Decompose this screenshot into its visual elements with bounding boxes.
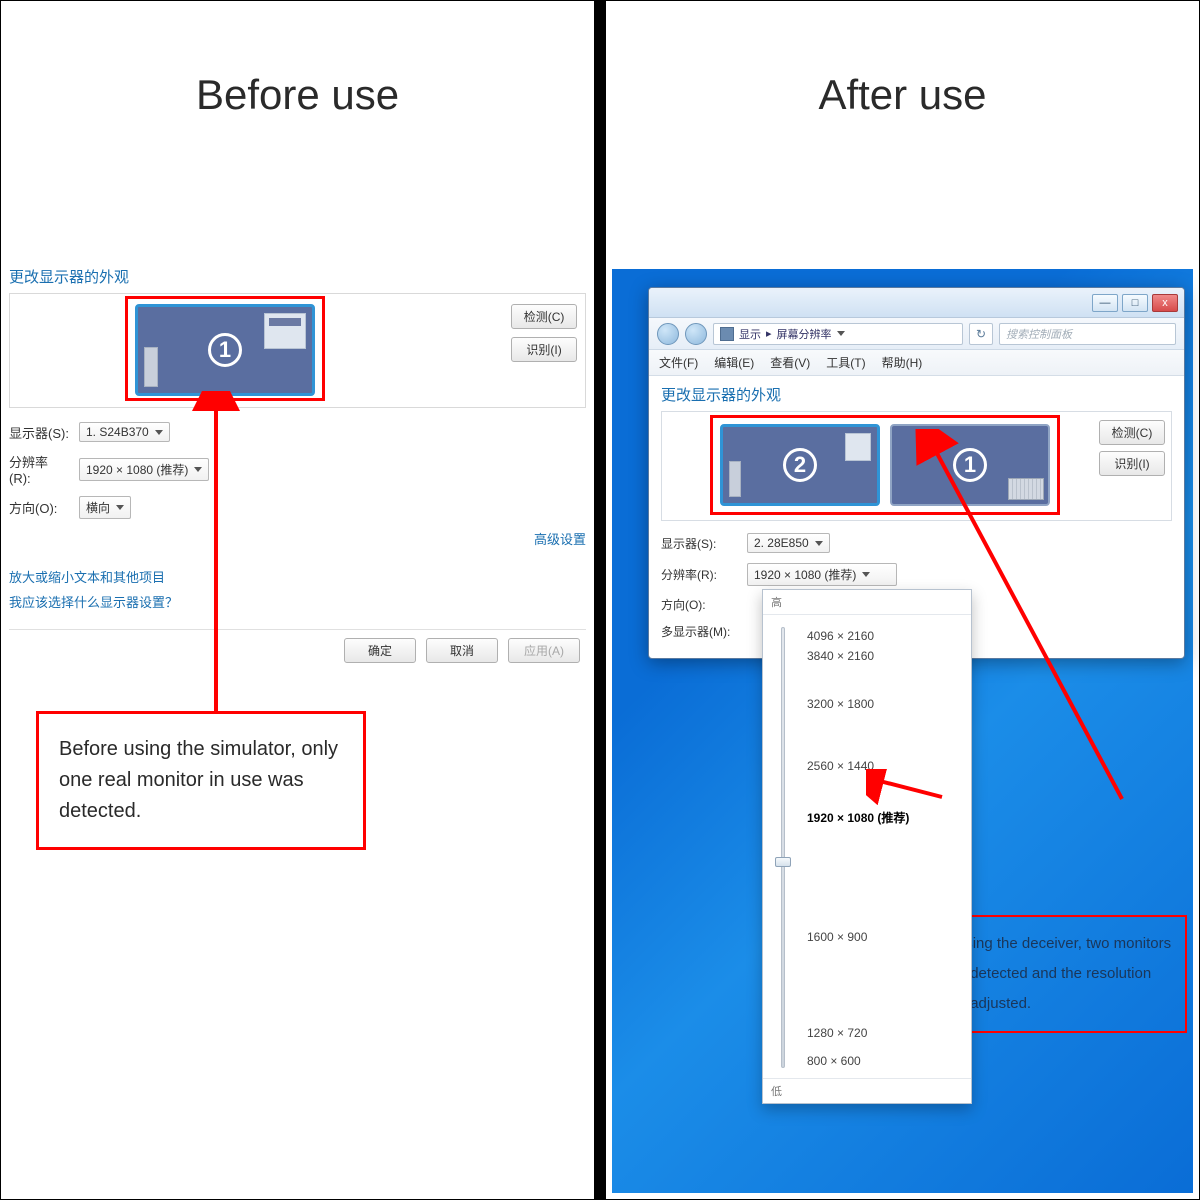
extra-links: 放大或缩小文本和其他项目 我应该选择什么显示器设置？ — [9, 566, 586, 615]
res-option-selected[interactable]: 1920 × 1080 (推荐) — [807, 807, 963, 828]
res-option[interactable]: 1600 × 900 — [807, 928, 963, 946]
before-monitor-preview: 1 检测(C) 识别(I) — [9, 293, 586, 408]
after-section-title: 更改显示器的外观 — [661, 384, 1172, 405]
row-resolution-2: 分辨率(R): 1920 × 1080 (推荐) — [661, 563, 1172, 586]
chevron-down-icon — [194, 467, 202, 472]
res-option[interactable]: 3200 × 1800 — [807, 695, 963, 713]
detect-button[interactable]: 检测(C) — [511, 304, 577, 329]
nav-forward-button[interactable] — [685, 323, 707, 345]
resolution-options: 4096 × 2160 3840 × 2160 3200 × 1800 2560… — [807, 621, 963, 1074]
select-resolution[interactable]: 1920 × 1080 (推荐) — [79, 458, 209, 481]
row-display-2: 显示器(S): 2. 28E850 — [661, 533, 1172, 553]
after-side-buttons: 检测(C) 识别(I) — [1099, 420, 1165, 476]
dropdown-footer: 低 — [763, 1078, 971, 1103]
comparison-split: Before use 更改显示器的外观 1 检测(C) 识别(I) — [0, 0, 1200, 1200]
select-orientation[interactable]: 横向 — [79, 496, 131, 519]
cancel-button[interactable]: 取消 — [426, 638, 498, 663]
select-resolution-2[interactable]: 1920 × 1080 (推荐) — [747, 563, 897, 586]
search-input[interactable]: 搜索控制面板 — [999, 323, 1176, 345]
res-option[interactable]: 800 × 600 — [807, 1052, 963, 1070]
chevron-down-icon — [815, 541, 823, 546]
after-desktop: — □ x 显示 ▸ 屏幕分辨率 ↻ 搜索控制面板 — [612, 269, 1193, 1193]
res-option[interactable]: 4096 × 2160 — [807, 627, 963, 645]
after-monitor-preview: 2 1 检测(C) 识别(I) — [661, 411, 1172, 521]
select-resolution-2-value: 1920 × 1080 (推荐) — [754, 566, 856, 583]
row-orientation: 方向(O): 横向 — [9, 496, 586, 519]
window-titlebar: — □ x — [649, 288, 1184, 318]
before-bottom-buttons: 确定 取消 应用(A) — [9, 629, 586, 663]
highlight-before — [125, 296, 325, 401]
window-nav: 显示 ▸ 屏幕分辨率 ↻ 搜索控制面板 — [649, 318, 1184, 350]
monitor-area: 1 — [10, 294, 585, 407]
label-orientation-2: 方向(O): — [661, 596, 733, 613]
link-text-scale[interactable]: 放大或缩小文本和其他项目 — [9, 566, 586, 591]
chevron-down-icon — [116, 505, 124, 510]
nav-back-button[interactable] — [657, 323, 679, 345]
apply-button[interactable]: 应用(A) — [508, 638, 580, 663]
dropdown-body: 4096 × 2160 3840 × 2160 3200 × 1800 2560… — [763, 615, 971, 1078]
label-resolution: 分辨率(R): — [9, 452, 69, 486]
refresh-button[interactable]: ↻ — [969, 323, 993, 345]
before-section-title: 更改显示器的外观 — [9, 266, 586, 287]
identify-button[interactable]: 识别(I) — [511, 337, 577, 362]
row-resolution: 分辨率(R): 1920 × 1080 (推荐) — [9, 452, 586, 486]
select-orientation-value: 横向 — [86, 499, 110, 516]
resolution-slider[interactable] — [771, 621, 795, 1074]
select-display-2-value: 2. 28E850 — [754, 536, 809, 550]
breadcrumb-sep: ▸ — [766, 327, 772, 340]
detect-button-2[interactable]: 检测(C) — [1099, 420, 1165, 445]
select-display[interactable]: 1. S24B370 — [79, 422, 170, 442]
select-display-2[interactable]: 2. 28E850 — [747, 533, 830, 553]
select-resolution-value: 1920 × 1080 (推荐) — [86, 461, 188, 478]
chevron-down-icon — [837, 331, 845, 336]
dropdown-header: 高 — [763, 590, 971, 615]
advanced-settings-link[interactable]: 高级设置 — [9, 529, 586, 548]
menu-view[interactable]: 查看(V) — [770, 354, 810, 371]
chevron-down-icon — [155, 430, 163, 435]
menu-edit[interactable]: 编辑(E) — [714, 354, 754, 371]
before-settings: 更改显示器的外观 1 检测(C) 识别(I) 显示器(S): — [9, 266, 586, 663]
menu-file[interactable]: 文件(F) — [659, 354, 698, 371]
select-display-value: 1. S24B370 — [86, 425, 149, 439]
label-orientation: 方向(O): — [9, 498, 69, 517]
before-form: 显示器(S): 1. S24B370 分辨率(R): 1920 × 1080 (… — [9, 422, 586, 548]
ok-button[interactable]: 确定 — [344, 638, 416, 663]
before-side-buttons: 检测(C) 识别(I) — [511, 304, 577, 362]
slider-track — [781, 627, 785, 1068]
before-panel: Before use 更改显示器的外观 1 检测(C) 识别(I) — [0, 0, 595, 1200]
maximize-button[interactable]: □ — [1122, 294, 1148, 312]
menu-tools[interactable]: 工具(T) — [826, 354, 865, 371]
breadcrumb-node-2: 屏幕分辨率 — [777, 326, 832, 342]
row-display: 显示器(S): 1. S24B370 — [9, 422, 586, 442]
resolution-dropdown[interactable]: 高 4096 × 2160 3840 × 2160 3200 × 1800 25… — [762, 589, 972, 1104]
callout-before: Before using the simulator, only one rea… — [36, 711, 366, 850]
breadcrumb[interactable]: 显示 ▸ 屏幕分辨率 — [713, 323, 963, 345]
label-display-2: 显示器(S): — [661, 535, 733, 552]
link-which-settings[interactable]: 我应该选择什么显示器设置？ — [9, 591, 586, 616]
highlight-after — [710, 415, 1060, 515]
breadcrumb-node-1: 显示 — [739, 326, 761, 342]
res-option[interactable]: 3840 × 2160 — [807, 647, 963, 665]
label-display: 显示器(S): — [9, 423, 69, 442]
window-menubar: 文件(F) 编辑(E) 查看(V) 工具(T) 帮助(H) — [649, 350, 1184, 376]
slider-thumb[interactable] — [775, 857, 791, 867]
center-divider — [595, 0, 605, 1200]
res-option[interactable]: 1280 × 720 — [807, 1024, 963, 1042]
minimize-button[interactable]: — — [1092, 294, 1118, 312]
menu-help[interactable]: 帮助(H) — [882, 354, 923, 371]
after-panel: After use — □ x 显示 ▸ 屏幕分辨率 — [605, 0, 1200, 1200]
close-button[interactable]: x — [1152, 294, 1178, 312]
label-resolution-2: 分辨率(R): — [661, 566, 733, 583]
control-panel-icon — [720, 327, 734, 341]
after-title: After use — [606, 71, 1199, 119]
identify-button-2[interactable]: 识别(I) — [1099, 451, 1165, 476]
before-title: Before use — [1, 71, 594, 119]
label-multi: 多显示器(M): — [661, 623, 747, 640]
chevron-down-icon — [862, 572, 870, 577]
res-option[interactable]: 2560 × 1440 — [807, 757, 963, 775]
